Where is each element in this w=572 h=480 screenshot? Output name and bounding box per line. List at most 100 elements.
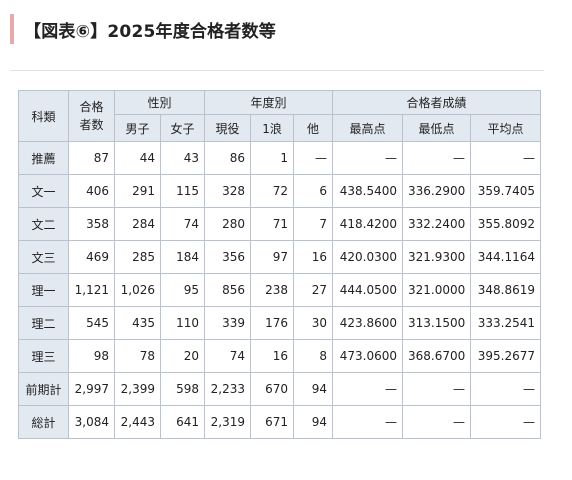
min-score-cell: 313.1500 bbox=[402, 306, 472, 340]
current-cell: 86 bbox=[204, 141, 252, 175]
avg-score-cell: 359.7405 bbox=[470, 174, 542, 208]
subject-cell: 推薦 bbox=[18, 141, 69, 175]
female-cell: 95 bbox=[159, 273, 206, 307]
subject-cell: 文一 bbox=[18, 174, 69, 208]
max-score-cell: 418.4200 bbox=[332, 207, 404, 241]
subject-cell: 文三 bbox=[18, 240, 69, 274]
male-cell: 78 bbox=[114, 339, 161, 373]
current-cell: 2,319 bbox=[204, 405, 252, 439]
male-cell: 2,399 bbox=[114, 372, 161, 406]
max-score-header: 最高点 bbox=[332, 114, 404, 142]
current-cell: 328 bbox=[204, 174, 252, 208]
male-cell: 284 bbox=[114, 207, 161, 241]
ronin1-cell: 670 bbox=[250, 372, 295, 406]
divider bbox=[10, 70, 544, 71]
ronin1-header: 1浪 bbox=[250, 114, 295, 142]
results-table: 科類 合格 者数 性別 年度別 合格者成績 男子 女子 現役 1浪 他 最高点 最… bbox=[18, 90, 542, 439]
total-header-line2: 者数 bbox=[79, 118, 104, 132]
subject-cell: 理二 bbox=[18, 306, 69, 340]
table-body: 推薦 87 44 43 86 1— — — — 文一 406 291 115 328 72 6 438.5400… bbox=[18, 141, 542, 439]
avg-score-cell: — bbox=[470, 405, 542, 439]
avg-score-cell: 355.8092 bbox=[470, 207, 542, 241]
subject-cell: 理一 bbox=[18, 273, 69, 307]
total-cell: 469 bbox=[68, 240, 115, 274]
max-score-cell: — bbox=[332, 405, 404, 439]
max-score-cell: — bbox=[332, 372, 404, 406]
subject-cell: 文二 bbox=[18, 207, 69, 241]
current-cell: 280 bbox=[204, 207, 252, 241]
min-score-cell: 321.9300 bbox=[402, 240, 472, 274]
male-cell: 285 bbox=[114, 240, 161, 274]
ronin1-cell: 238 bbox=[250, 273, 295, 307]
female-cell: 641 bbox=[159, 405, 206, 439]
title-bar: 【図表⑥】2025年度合格者数等 bbox=[10, 14, 276, 44]
total-cell: 3,084 bbox=[68, 405, 115, 439]
table-row: 総計 3,084 2,443 641 2,319 671 94— — — bbox=[18, 405, 542, 439]
page-title: 【図表⑥】2025年度合格者数等 bbox=[24, 21, 276, 42]
table-row: 文三 469 285 184 356 97 16 420.0300 321.9300 344.11… bbox=[18, 240, 542, 274]
ronin1-cell: 71 bbox=[250, 207, 295, 241]
male-cell: 2,443 bbox=[114, 405, 161, 439]
table-row: 文一 406 291 115 328 72 6 438.5400 336.2900 359.740… bbox=[18, 174, 542, 208]
ronin1-cell: 671 bbox=[250, 405, 295, 439]
female-cell: 115 bbox=[159, 174, 206, 208]
gender-group-header: 性別 bbox=[113, 90, 206, 115]
current-cell: 356 bbox=[204, 240, 252, 274]
ronin1-cell: 16 bbox=[250, 339, 295, 373]
current-cell: 339 bbox=[204, 306, 252, 340]
header-row-1: 科類 合格 者数 性別 年度別 合格者成績 bbox=[18, 90, 542, 142]
table-row: 前期計 2,997 2,399 598 2,233 670 94— — — bbox=[18, 372, 542, 406]
other-cell: 16 bbox=[293, 240, 334, 274]
male-header: 男子 bbox=[114, 114, 161, 142]
total-cell: 98 bbox=[68, 339, 115, 373]
avg-score-header: 平均点 bbox=[470, 114, 542, 142]
subject-cell: 前期計 bbox=[18, 372, 69, 406]
other-header: 他 bbox=[293, 114, 334, 142]
max-score-cell: 423.8600 bbox=[332, 306, 404, 340]
max-score-cell: 444.0500 bbox=[332, 273, 404, 307]
other-cell: — bbox=[293, 141, 334, 175]
avg-score-cell: — bbox=[470, 141, 542, 175]
min-score-header: 最低点 bbox=[402, 114, 472, 142]
female-cell: 20 bbox=[159, 339, 206, 373]
max-score-cell: — bbox=[332, 141, 404, 175]
avg-score-cell: 395.2677 bbox=[470, 339, 542, 373]
other-cell: 30 bbox=[293, 306, 334, 340]
score-group-header: 合格者成績 bbox=[332, 90, 542, 115]
female-cell: 74 bbox=[159, 207, 206, 241]
female-cell: 43 bbox=[159, 141, 206, 175]
min-score-cell: 332.2400 bbox=[402, 207, 472, 241]
total-cell: 545 bbox=[68, 306, 115, 340]
other-cell: 94 bbox=[293, 372, 334, 406]
min-score-cell: — bbox=[402, 372, 472, 406]
other-cell: 6 bbox=[293, 174, 334, 208]
male-cell: 1,026 bbox=[114, 273, 161, 307]
current-cell: 2,233 bbox=[204, 372, 252, 406]
min-score-cell: — bbox=[402, 141, 472, 175]
min-score-cell: 368.6700 bbox=[402, 339, 472, 373]
subject-cell: 総計 bbox=[18, 405, 69, 439]
total-cell: 358 bbox=[68, 207, 115, 241]
total-cell: 2,997 bbox=[68, 372, 115, 406]
female-cell: 110 bbox=[159, 306, 206, 340]
male-cell: 435 bbox=[114, 306, 161, 340]
subject-cell: 理三 bbox=[18, 339, 69, 373]
ronin1-cell: 97 bbox=[250, 240, 295, 274]
subject-header: 科類 bbox=[18, 90, 69, 142]
total-cell: 1,121 bbox=[68, 273, 115, 307]
ronin1-cell: 1 bbox=[250, 141, 295, 175]
total-header-line1: 合格 bbox=[79, 100, 104, 114]
table-row: 文二 358 284 74 280 71 7 418.4200 332.2400 355.8092 bbox=[18, 207, 542, 241]
other-cell: 8 bbox=[293, 339, 334, 373]
avg-score-cell: — bbox=[470, 372, 542, 406]
max-score-cell: 438.5400 bbox=[332, 174, 404, 208]
male-cell: 44 bbox=[114, 141, 161, 175]
ronin1-cell: 72 bbox=[250, 174, 295, 208]
max-score-cell: 473.0600 bbox=[332, 339, 404, 373]
total-header: 合格 者数 bbox=[68, 90, 115, 142]
header-row-2: 男子 女子 現役 1浪 他 最高点 最低点 平均点 bbox=[19, 114, 542, 142]
table-row: 理二 545 435 110 339 176 30 423.8600 313.1500 333.2… bbox=[18, 306, 542, 340]
table-row: 理三 98 78 20 74 16 8 473.0600 368.6700 395.2677 bbox=[18, 339, 542, 373]
table-row: 推薦 87 44 43 86 1— — — — bbox=[18, 141, 542, 175]
min-score-cell: 336.2900 bbox=[402, 174, 472, 208]
